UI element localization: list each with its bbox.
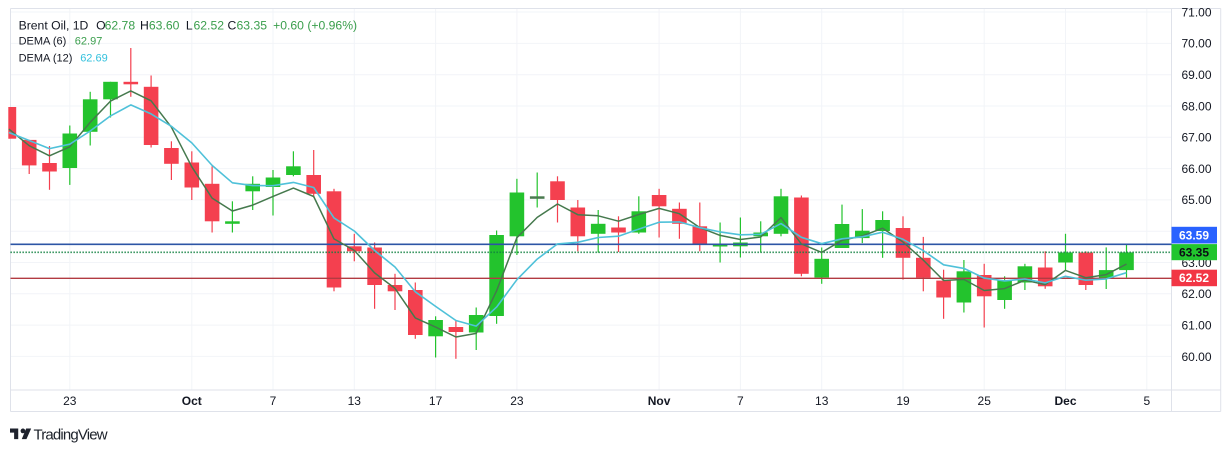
svg-text:69.00: 69.00	[1182, 68, 1212, 82]
svg-text:23: 23	[63, 394, 77, 408]
svg-text:DEMA (6): DEMA (6)	[19, 36, 67, 48]
svg-text:13: 13	[348, 394, 362, 408]
svg-text:66.00: 66.00	[1182, 162, 1212, 176]
svg-text:7: 7	[737, 394, 744, 408]
svg-text:62.69: 62.69	[80, 53, 108, 65]
svg-text:62.00: 62.00	[1182, 287, 1212, 301]
svg-text:L: L	[186, 18, 193, 32]
svg-text:17: 17	[429, 394, 443, 408]
svg-text:Brent Oil, 1D: Brent Oil, 1D	[19, 18, 89, 32]
svg-text:62.52: 62.52	[194, 18, 225, 32]
svg-text:13: 13	[815, 394, 829, 408]
svg-text:DEMA (12): DEMA (12)	[19, 53, 73, 65]
svg-text:61.00: 61.00	[1182, 318, 1212, 332]
svg-text:62.78: 62.78	[105, 18, 136, 32]
svg-text:65.00: 65.00	[1182, 193, 1212, 207]
svg-text:23: 23	[510, 394, 524, 408]
svg-text:Oct: Oct	[182, 394, 202, 408]
svg-text:62.97: 62.97	[75, 36, 103, 48]
svg-text:O: O	[96, 18, 105, 32]
svg-text:Nov: Nov	[648, 394, 671, 408]
svg-text:63.60: 63.60	[149, 18, 180, 32]
svg-text:25: 25	[978, 394, 992, 408]
svg-text:C: C	[228, 18, 237, 32]
svg-text:62.52: 62.52	[1179, 271, 1209, 285]
svg-text:70.00: 70.00	[1182, 37, 1212, 51]
svg-text:67.00: 67.00	[1182, 131, 1212, 145]
svg-text:7: 7	[270, 394, 277, 408]
svg-text:19: 19	[896, 394, 910, 408]
svg-text:5: 5	[1143, 394, 1150, 408]
svg-text:TradingView: TradingView	[34, 427, 108, 444]
svg-text:+0.60 (+0.96%): +0.60 (+0.96%)	[273, 18, 357, 32]
svg-text:63.35: 63.35	[1179, 245, 1209, 259]
svg-text:71.00: 71.00	[1182, 5, 1212, 19]
svg-text:H: H	[140, 18, 149, 32]
svg-text:68.00: 68.00	[1182, 99, 1212, 113]
svg-text:60.00: 60.00	[1182, 350, 1212, 364]
svg-text:Dec: Dec	[1054, 394, 1076, 408]
svg-text:63.35: 63.35	[237, 18, 268, 32]
svg-text:63.59: 63.59	[1179, 229, 1209, 243]
